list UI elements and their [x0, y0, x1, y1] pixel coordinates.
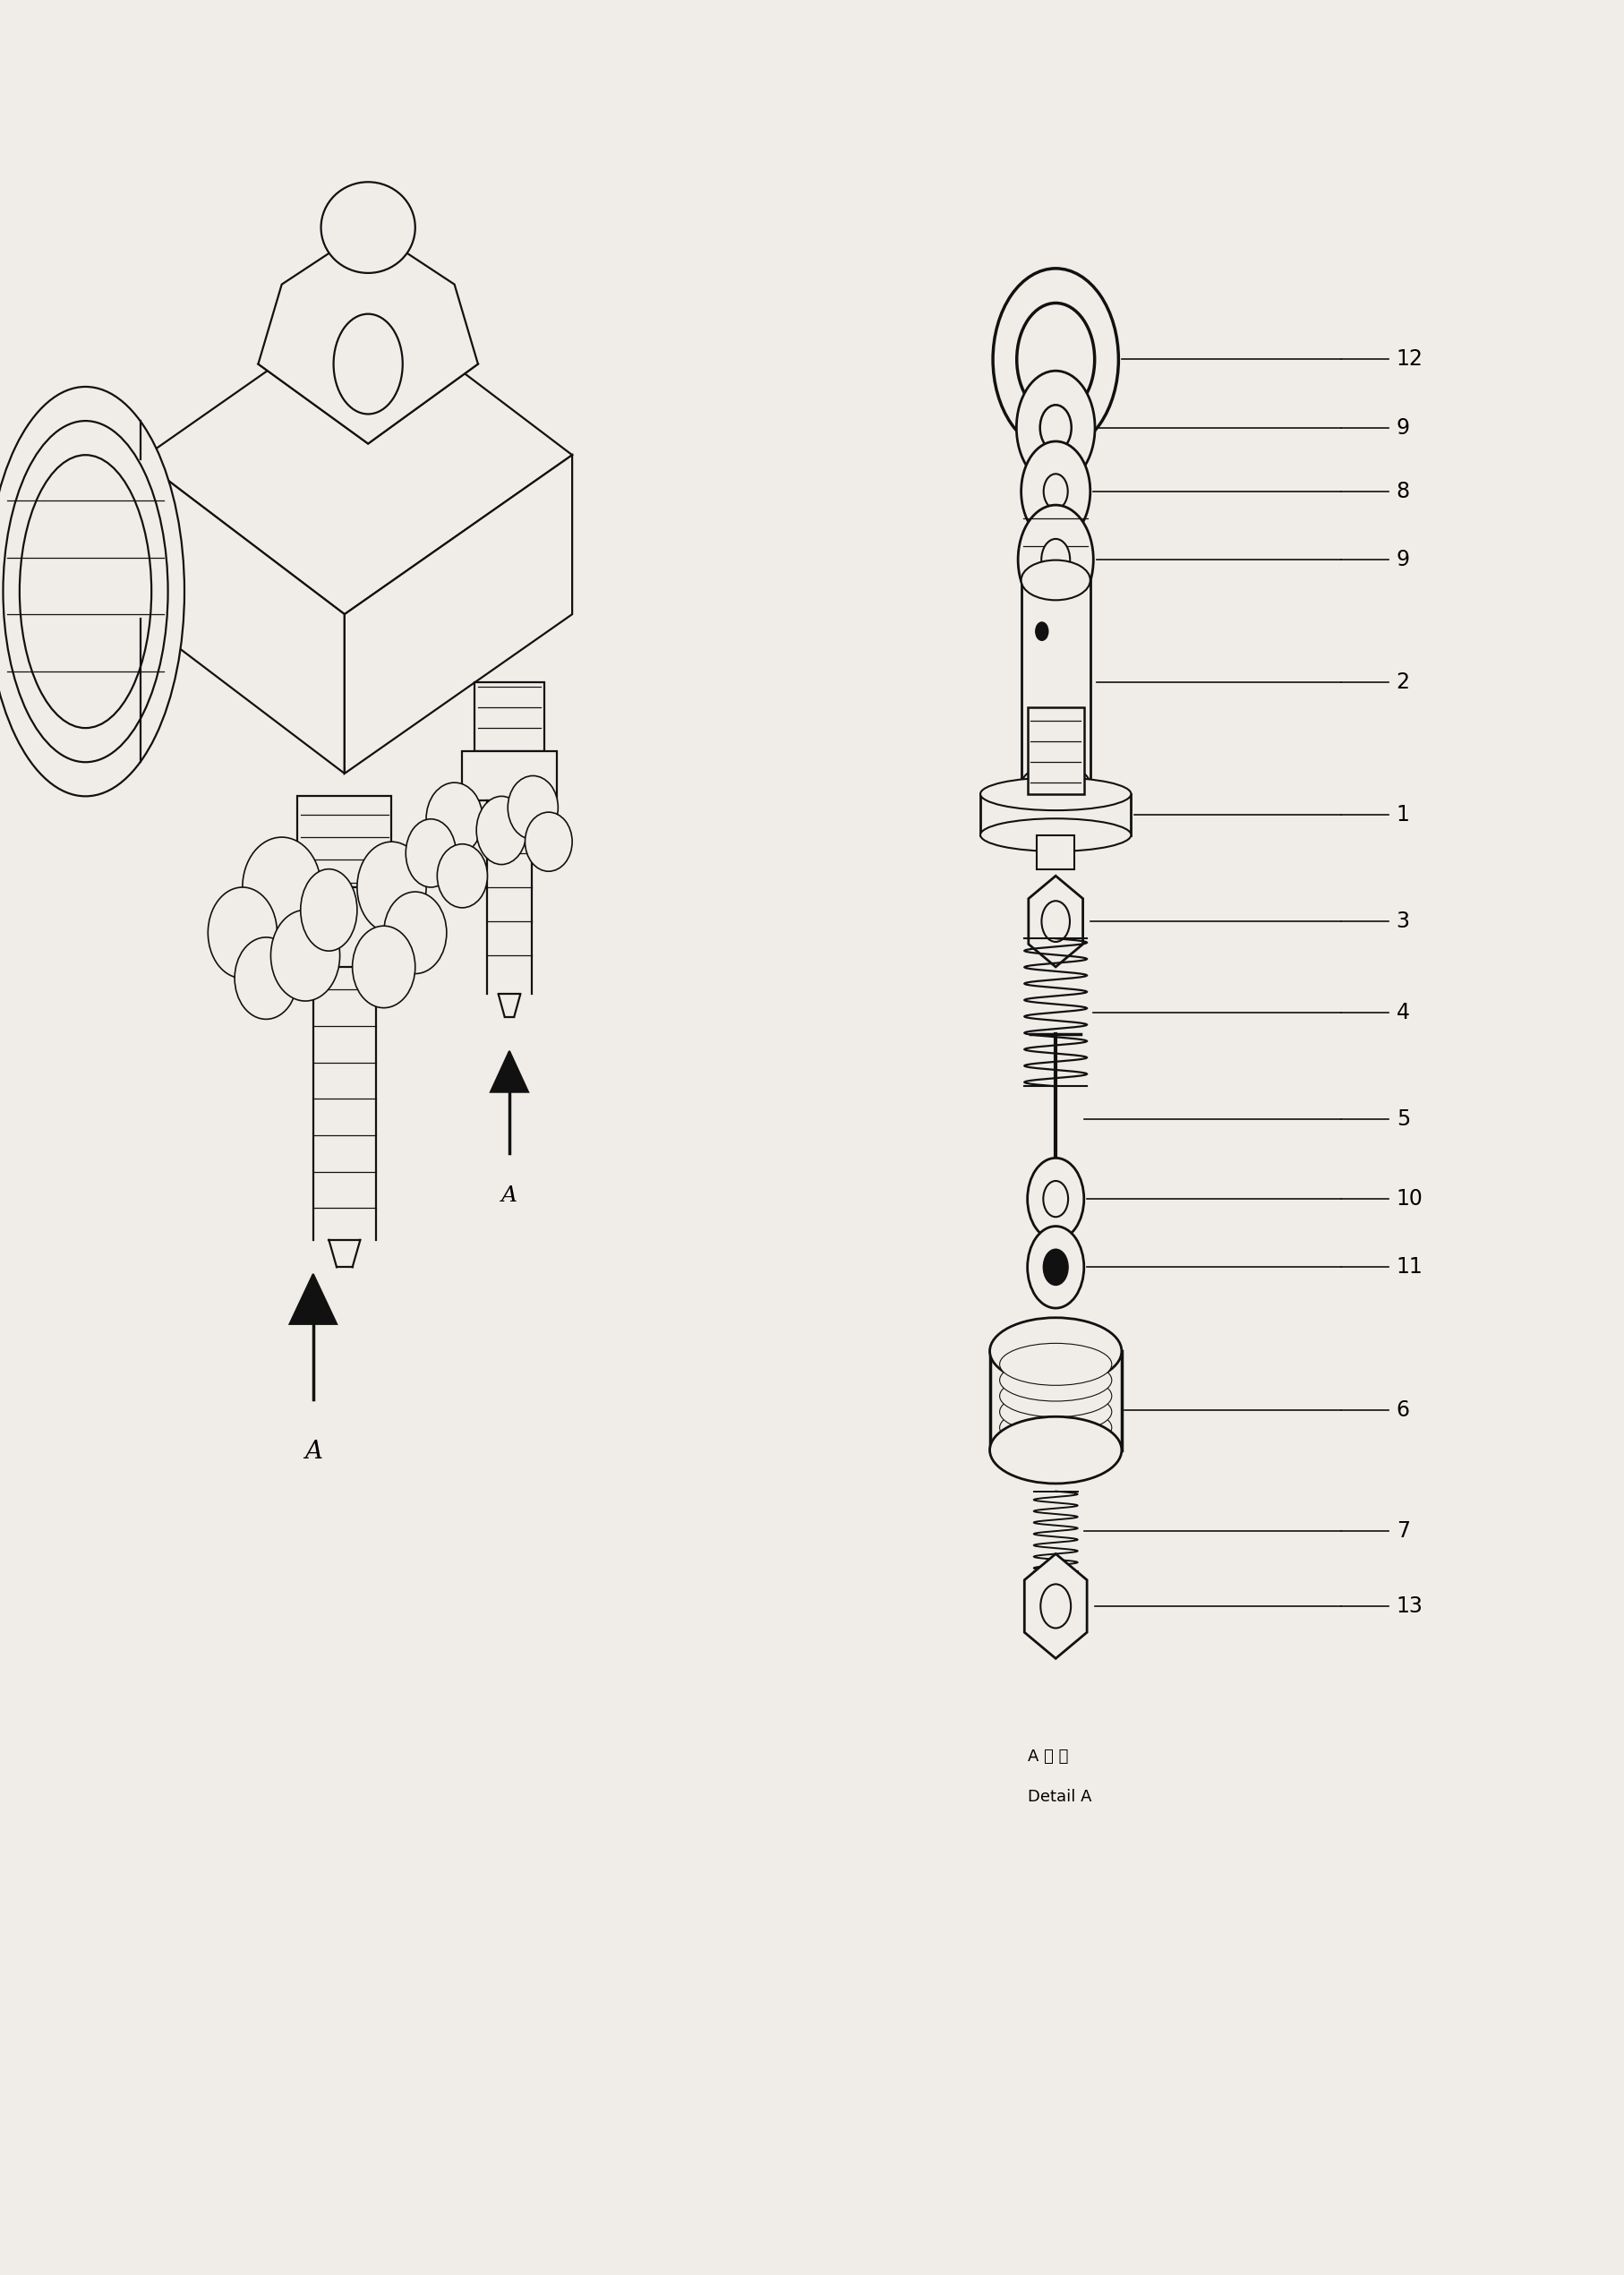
Bar [1021, 580, 1090, 785]
Polygon shape [258, 228, 477, 444]
Ellipse shape [1021, 560, 1090, 601]
Ellipse shape [1034, 1192, 1078, 1219]
Ellipse shape [242, 837, 322, 937]
Text: 1: 1 [1397, 803, 1410, 826]
Bar [297, 796, 391, 887]
Ellipse shape [234, 937, 297, 1019]
Bar [474, 682, 544, 751]
Ellipse shape [989, 1417, 1122, 1483]
Circle shape [1041, 539, 1070, 580]
Circle shape [1041, 901, 1070, 942]
Ellipse shape [1000, 1358, 1112, 1401]
Polygon shape [140, 300, 572, 614]
Circle shape [1028, 1158, 1083, 1240]
Polygon shape [140, 460, 344, 774]
Polygon shape [1025, 1554, 1086, 1658]
Ellipse shape [406, 819, 456, 887]
Ellipse shape [437, 844, 487, 908]
Text: A: A [502, 1185, 518, 1206]
Ellipse shape [476, 796, 526, 864]
Ellipse shape [0, 387, 185, 796]
Ellipse shape [1000, 1374, 1112, 1417]
Text: 13: 13 [1397, 1595, 1423, 1618]
Circle shape [1043, 1249, 1069, 1285]
Ellipse shape [300, 869, 357, 951]
Circle shape [1036, 623, 1047, 642]
Ellipse shape [1000, 1406, 1112, 1449]
Text: 10: 10 [1397, 1188, 1423, 1210]
Ellipse shape [989, 1317, 1122, 1385]
Circle shape [992, 268, 1119, 450]
Polygon shape [344, 455, 572, 774]
Text: 9: 9 [1397, 416, 1410, 439]
Circle shape [1017, 303, 1095, 416]
Text: 3: 3 [1397, 910, 1410, 933]
Text: 7: 7 [1397, 1520, 1410, 1542]
Text: 11: 11 [1397, 1256, 1423, 1279]
Text: 4: 4 [1397, 1001, 1410, 1024]
Polygon shape [258, 284, 477, 444]
Circle shape [1018, 505, 1093, 614]
Polygon shape [490, 1051, 528, 1092]
Circle shape [1044, 473, 1069, 510]
Circle shape [1028, 1226, 1083, 1308]
Bar [463, 751, 557, 801]
Ellipse shape [271, 910, 339, 1001]
Circle shape [1041, 1583, 1070, 1629]
Bar [989, 1351, 1122, 1449]
Text: 5: 5 [1397, 1108, 1410, 1131]
Text: 12: 12 [1397, 348, 1423, 371]
Text: 8: 8 [1397, 480, 1410, 503]
Ellipse shape [208, 887, 278, 978]
Text: A: A [304, 1440, 322, 1465]
Circle shape [1017, 371, 1095, 485]
Bar [1036, 835, 1075, 869]
Bar [1028, 708, 1083, 794]
Text: 9: 9 [1397, 548, 1410, 571]
Circle shape [1043, 1181, 1069, 1217]
Ellipse shape [383, 892, 447, 974]
Ellipse shape [352, 926, 416, 1008]
Text: Detail A: Detail A [1028, 1788, 1091, 1806]
Ellipse shape [981, 778, 1130, 810]
Ellipse shape [1000, 1342, 1112, 1385]
Text: A 詳 細: A 詳 細 [1028, 1747, 1069, 1765]
Text: 6: 6 [1397, 1399, 1410, 1422]
Circle shape [333, 314, 403, 414]
Polygon shape [289, 1274, 336, 1324]
Ellipse shape [1000, 1422, 1112, 1465]
Ellipse shape [1021, 764, 1090, 805]
Ellipse shape [357, 842, 425, 933]
Polygon shape [1028, 876, 1083, 967]
Circle shape [1039, 405, 1072, 450]
Circle shape [1021, 441, 1090, 541]
Ellipse shape [1000, 1390, 1112, 1433]
Ellipse shape [981, 819, 1130, 851]
Ellipse shape [322, 182, 416, 273]
Bar [281, 887, 408, 967]
Text: 2: 2 [1397, 671, 1410, 694]
Ellipse shape [19, 455, 151, 728]
Ellipse shape [508, 776, 559, 839]
Ellipse shape [525, 812, 572, 871]
Ellipse shape [3, 421, 167, 762]
Ellipse shape [425, 783, 482, 855]
Bar [981, 794, 1130, 835]
